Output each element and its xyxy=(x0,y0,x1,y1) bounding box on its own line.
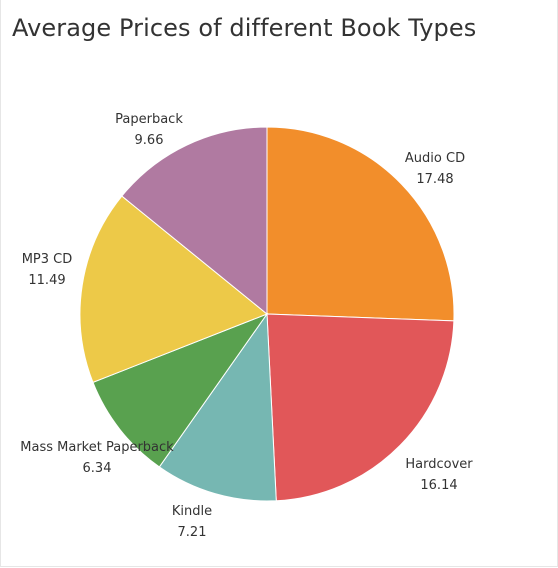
slice-value-kindle: 7.21 xyxy=(178,525,207,540)
slice-value-hardcover: 16.14 xyxy=(420,478,457,493)
pie-slice-mp3-cd[interactable] xyxy=(79,195,268,384)
slice-value-mass-market-paperback: 6.34 xyxy=(83,461,112,476)
slice-labels: Audio CD 17.48 Hardcover 16.14 Kindle 7.21 Mas… xyxy=(20,112,473,540)
slice-label-hardcover: Hardcover xyxy=(405,457,473,472)
pie-slice-mass-market-paperback[interactable] xyxy=(92,312,269,468)
slice-value-audio-cd: 17.48 xyxy=(416,172,453,187)
slice-label-paperback: Paperback xyxy=(115,112,183,127)
pie-slice-hardcover[interactable] xyxy=(266,313,455,502)
pie-slice-audio-cd[interactable] xyxy=(266,126,455,322)
slice-value-mp3-cd: 11.49 xyxy=(28,273,65,288)
slice-label-mp3-cd: MP3 CD xyxy=(22,252,73,267)
slice-label-kindle: Kindle xyxy=(172,504,212,519)
pie-slice-kindle[interactable] xyxy=(158,312,277,502)
chart-title: Average Prices of different Book Types xyxy=(12,14,477,42)
slice-label-mass-market-paperback: Mass Market Paperback xyxy=(20,440,174,455)
slice-value-paperback: 9.66 xyxy=(135,133,164,148)
slice-label-audio-cd: Audio CD xyxy=(405,151,465,166)
pie-slice-paperback[interactable] xyxy=(121,126,268,316)
pie-slices xyxy=(79,126,455,502)
